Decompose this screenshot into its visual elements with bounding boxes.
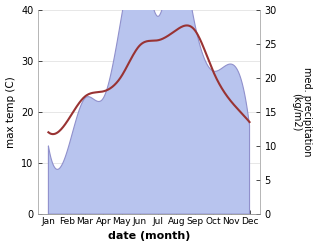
Y-axis label: max temp (C): max temp (C): [5, 76, 16, 148]
X-axis label: date (month): date (month): [108, 231, 190, 242]
Y-axis label: med. precipitation
(kg/m2): med. precipitation (kg/m2): [291, 67, 313, 157]
